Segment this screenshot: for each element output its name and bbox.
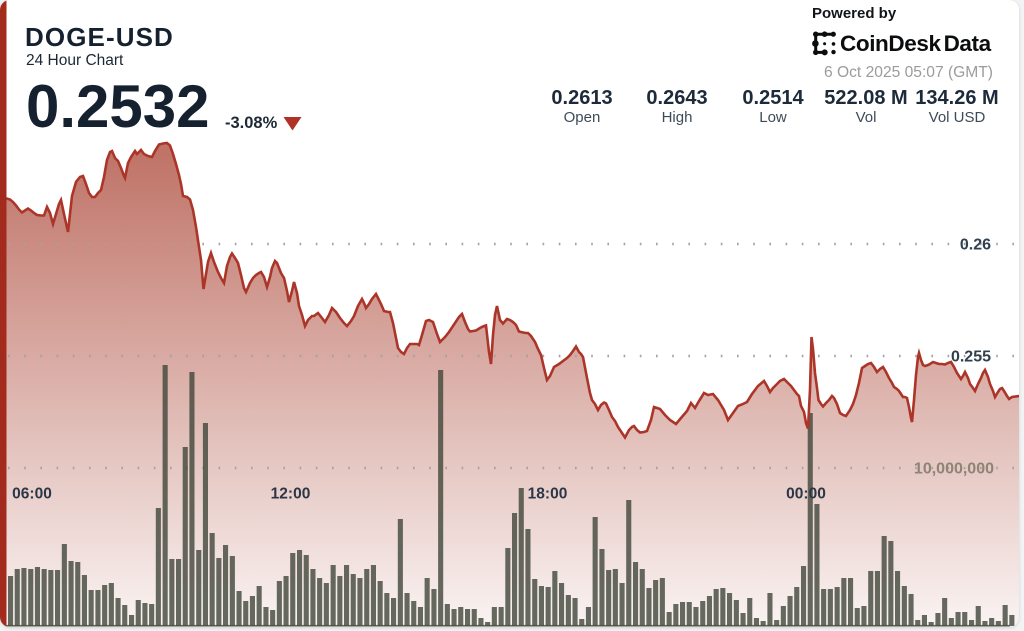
svg-text:18:00: 18:00: [528, 486, 568, 503]
svg-text:0.26: 0.26: [960, 237, 991, 254]
svg-text:12:00: 12:00: [271, 486, 311, 503]
svg-text:00:00: 00:00: [786, 486, 826, 503]
svg-text:0.255: 0.255: [951, 349, 991, 366]
svg-text:06:00: 06:00: [12, 486, 52, 503]
svg-text:10,000,000: 10,000,000: [914, 461, 994, 478]
